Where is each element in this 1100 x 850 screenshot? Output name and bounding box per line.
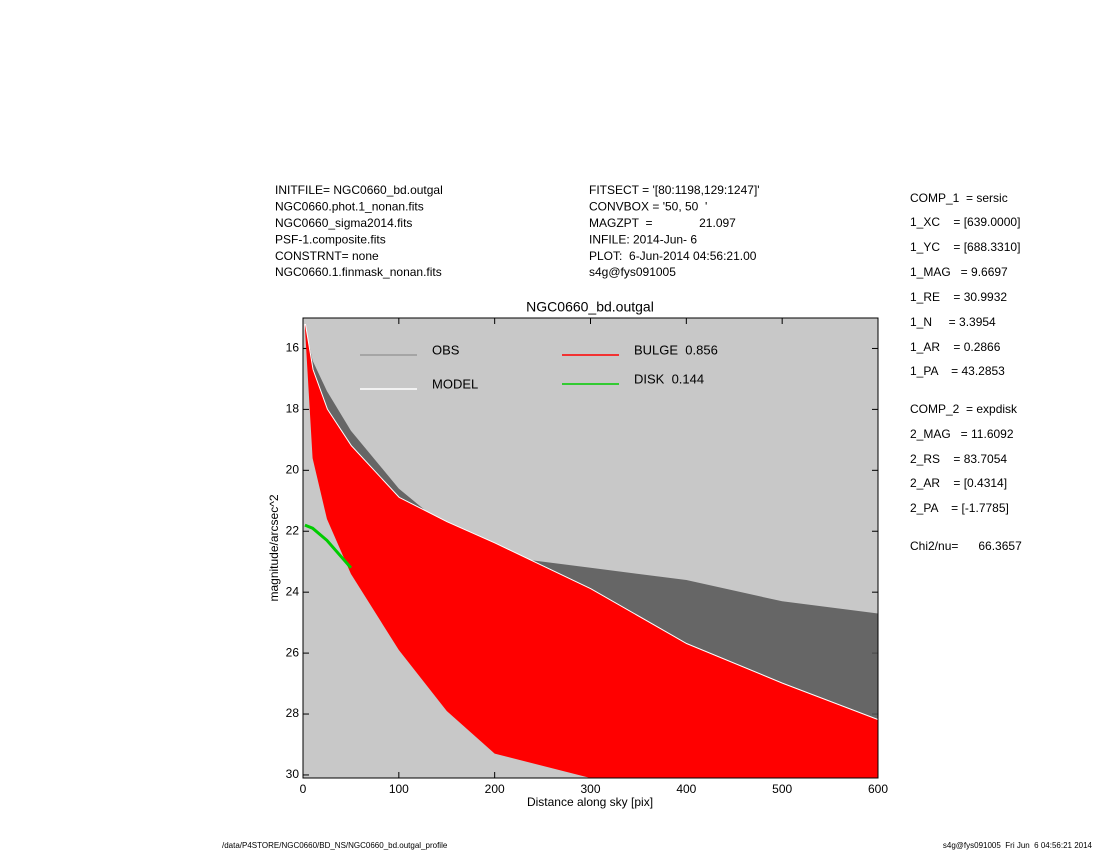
parameter-line: 1_MAG = 9.6697 xyxy=(910,265,1008,279)
header-middle-line: s4g@fys091005 xyxy=(589,265,676,279)
y-tick-label: 16 xyxy=(286,341,300,355)
header-left-line: PSF-1.composite.fits xyxy=(275,232,386,246)
y-tick-label: 20 xyxy=(286,462,300,476)
legend-label: OBS xyxy=(432,342,460,357)
header-left-line: NGC0660.1.finmask_nonan.fits xyxy=(275,265,442,279)
x-tick-label: 500 xyxy=(772,782,792,796)
x-tick-label: 0 xyxy=(300,782,307,796)
disk-line xyxy=(304,523,353,569)
header-left-line: CONSTRNT= none xyxy=(275,249,379,263)
parameter-line: 2_AR = [0.4314] xyxy=(910,476,1007,490)
x-tick-label: 600 xyxy=(868,782,888,796)
header-left-line: INITFILE= NGC0660_bd.outgal xyxy=(275,183,443,197)
parameter-line: 1_AR = 0.2866 xyxy=(910,340,1001,354)
y-tick-label: 28 xyxy=(286,706,300,720)
footer-right: s4g@fys091005 Fri Jun 6 04:56:21 2014 xyxy=(943,841,1093,850)
obs-cloud xyxy=(304,324,879,721)
parameter-line: COMP_2 = expdisk xyxy=(910,402,1018,416)
parameter-line: 2_RS = 83.7054 xyxy=(910,452,1007,466)
legend-label: BULGE 0.856 xyxy=(634,342,718,357)
parameter-line: 1_XC = [639.0000] xyxy=(910,215,1020,229)
legend-label: MODEL xyxy=(432,376,478,391)
parameter-line: 2_MAG = 11.6092 xyxy=(910,427,1014,441)
x-tick-label: 400 xyxy=(676,782,696,796)
header-middle-line: CONVBOX = '50, 50 ' xyxy=(589,200,707,214)
header-middle-line: FITSECT = '[80:1198,129:1247]' xyxy=(589,183,760,197)
parameter-line: 1_N = 3.3954 xyxy=(910,315,996,329)
legend-label: DISK 0.144 xyxy=(634,371,704,386)
y-tick-label: 26 xyxy=(286,645,300,659)
bulge-cloud xyxy=(304,324,879,778)
header-middle-line: PLOT: 6-Jun-2014 04:56:21.00 xyxy=(589,249,757,263)
x-axis-label: Distance along sky [pix] xyxy=(527,795,653,809)
x-tick-label: 300 xyxy=(580,782,600,796)
x-tick-label: 200 xyxy=(485,782,505,796)
parameter-line: 2_PA = [-1.7785] xyxy=(910,501,1009,515)
header-middle-line: INFILE: 2014-Jun- 6 xyxy=(589,232,697,246)
header-left-line: NGC0660_sigma2014.fits xyxy=(275,216,412,230)
y-tick-label: 22 xyxy=(286,523,300,537)
y-tick-label: 30 xyxy=(286,767,300,781)
parameter-line: 1_YC = [688.3310] xyxy=(910,240,1020,254)
chart-title: NGC0660_bd.outgal xyxy=(526,299,654,315)
x-tick-label: 100 xyxy=(389,782,409,796)
y-axis-label: magnitude/arcsec^2 xyxy=(267,494,281,601)
parameter-line: COMP_1 = sersic xyxy=(910,191,1008,205)
plot-frame xyxy=(302,317,879,779)
parameter-line: 1_PA = 43.2853 xyxy=(910,364,1005,378)
header-middle-line: MAGZPT = 21.097 xyxy=(589,216,736,230)
header-left-line: NGC0660.phot.1_nonan.fits xyxy=(275,200,424,214)
y-tick-label: 18 xyxy=(286,402,300,416)
parameter-line: 1_RE = 30.9932 xyxy=(910,290,1007,304)
y-tick-label: 24 xyxy=(286,584,300,598)
parameter-line: Chi2/nu= 66.3657 xyxy=(910,539,1022,553)
footer-left: /data/P4STORE/NGC0660/BD_NS/NGC0660_bd.o… xyxy=(222,841,448,850)
